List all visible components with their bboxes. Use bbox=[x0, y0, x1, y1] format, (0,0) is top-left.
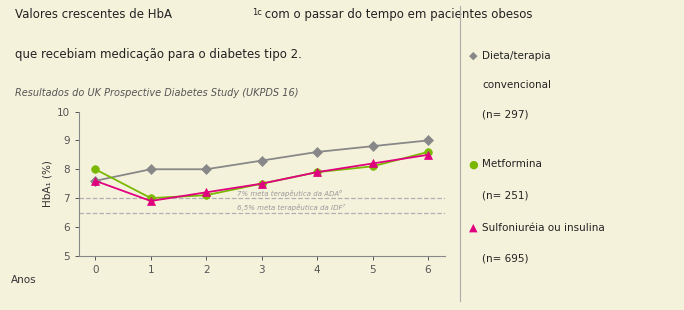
Y-axis label: HbA₁⁣ (%): HbA₁⁣ (%) bbox=[42, 160, 53, 207]
Text: Valores crescentes de HbA: Valores crescentes de HbA bbox=[15, 8, 172, 21]
Text: 6,5% meta terapêutica da IDF⁷: 6,5% meta terapêutica da IDF⁷ bbox=[237, 204, 345, 211]
Text: Dieta/terapia: Dieta/terapia bbox=[482, 51, 551, 61]
Text: 1c: 1c bbox=[252, 8, 261, 17]
Text: com o passar do tempo em pacientes obesos: com o passar do tempo em pacientes obeso… bbox=[261, 8, 533, 21]
Text: Resultados do UK Prospective Diabetes Study (UKPDS 16): Resultados do UK Prospective Diabetes St… bbox=[15, 88, 298, 98]
Text: Anos: Anos bbox=[11, 275, 36, 285]
Text: (n= 297): (n= 297) bbox=[482, 110, 529, 120]
Text: convencional: convencional bbox=[482, 80, 551, 90]
Text: Metformina: Metformina bbox=[482, 159, 542, 169]
Text: que recebiam medicação para o diabetes tipo 2.: que recebiam medicação para o diabetes t… bbox=[15, 48, 302, 61]
Text: (n= 251): (n= 251) bbox=[482, 190, 529, 200]
Text: ▲: ▲ bbox=[469, 223, 477, 233]
Text: ◆: ◆ bbox=[469, 51, 477, 61]
Text: 7% meta terapêutica da ADA⁶: 7% meta terapêutica da ADA⁶ bbox=[237, 190, 341, 197]
Text: ●: ● bbox=[469, 159, 478, 169]
Text: Sulfoniuréia ou insulina: Sulfoniuréia ou insulina bbox=[482, 223, 605, 233]
Text: (n= 695): (n= 695) bbox=[482, 254, 529, 264]
